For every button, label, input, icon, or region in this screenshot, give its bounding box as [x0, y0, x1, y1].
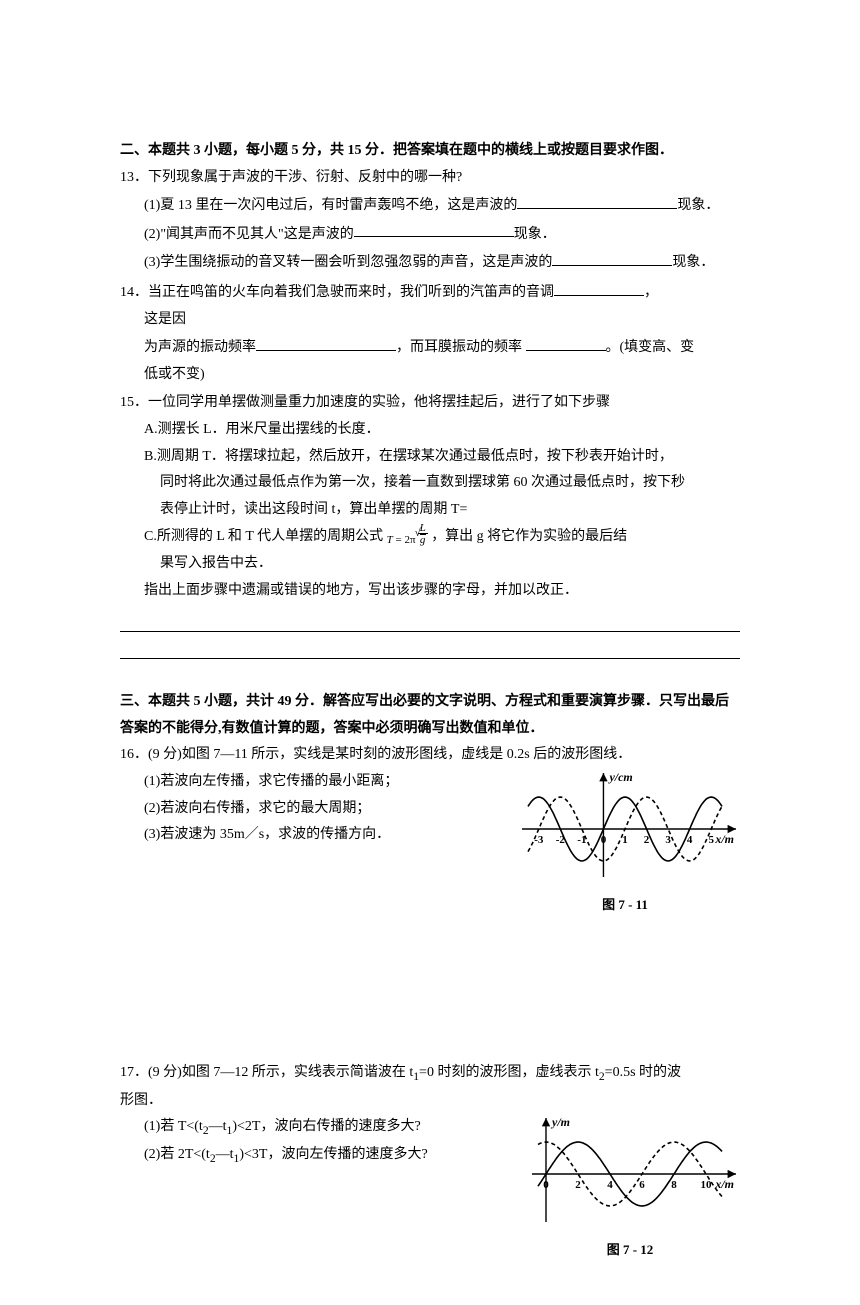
svg-text:y/m: y/m [550, 1115, 570, 1129]
question-14: 14．当正在鸣笛的火车向着我们急驶而来时，我们听到的汽笛声的音调 ， 这是因 为声… [120, 278, 740, 388]
q13-blank-3[interactable] [552, 248, 672, 266]
question-16: 16．(9 分)如图 7—11 所示，实线是某时刻的波形图线，虚线是 0.2s … [120, 742, 740, 917]
q17-stem-l2: 形图． [120, 1088, 740, 1115]
svg-text:10: 10 [701, 1179, 713, 1191]
q13-p1-a: (1)夏 13 里在一次闪电过后，有时雷声轰鸣不绝，这是声波的 [144, 198, 517, 213]
figure-7-11-caption: 图 7 - 11 [510, 893, 740, 918]
q13-p3: (3)学生围绕振动的音叉转一圈会听到忽强忽弱的声音，这是声波的 现象． [120, 248, 740, 276]
q15-optC1: C.所测得的 L 和 T 代人单摆的周期公式 T = 2πLg√ ，算出 g 将… [120, 523, 740, 551]
q16-stem: 16．(9 分)如图 7—11 所示，实线是某时刻的波形图线，虚线是 0.2s … [120, 742, 740, 769]
svg-text:1: 1 [622, 834, 628, 846]
q17-stem-a: 17．(9 分)如图 7—12 所示，实线表示简谐波在 t [120, 1065, 413, 1080]
q13-blank-2[interactable] [354, 220, 514, 238]
q14-blank-2[interactable] [256, 333, 396, 351]
q17-p2-a: (2)若 2T<(t [144, 1147, 210, 1162]
q13-p2-b: 现象． [514, 226, 556, 241]
page-container: 二、本题共 3 小题，每小题 5 分，共 15 分．把答案填在题中的横线上或按题… [0, 0, 860, 1305]
q15-optA: A.测摆长 L．用米尺量出摆线的长度． [120, 417, 740, 444]
svg-text:4: 4 [687, 834, 693, 846]
q16-p1: (1)若波向左传播，求它传播的最小距离； [120, 769, 510, 796]
q15-optB2: 同时将此次通过最低点作为第一次，接着一直数到摆球第 60 次通过最低点时，按下秒 [120, 470, 740, 497]
q17-stem-b: =0 时刻的波形图，虚线表示 t [419, 1065, 599, 1080]
svg-text:6: 6 [639, 1179, 645, 1191]
section-3-header: 三、本题共 5 小题，共计 49 分．解答应写出必要的文字说明、方程式和重要演算… [120, 689, 740, 742]
q17-p1-a: (1)若 T<(t [144, 1119, 203, 1134]
q15-stem: 15．一位同学用单摆做测量重力加速度的实验，他将摆挂起后，进行了如下步骤 [120, 390, 740, 417]
wave-chart-7-11: -3-2-1012345x/my/cm [510, 769, 740, 889]
q13-stem: 13．下列现象属于声波的干涉、衍射、反射中的哪一种? [120, 165, 740, 192]
q14-l1-b: ， [644, 285, 658, 300]
q15-closing: 指出上面步骤中遗漏或错误的地方，写出该步骤的字母，并加以改正． [120, 578, 740, 605]
svg-text:4: 4 [607, 1179, 613, 1191]
q14-l2: 这是因 [120, 307, 740, 334]
q15-answer-line-2[interactable] [120, 636, 740, 659]
q14-l3-a: 为声源的振动频率 [144, 340, 256, 355]
q16-p3: (3)若波速为 35m／s，求波的传播方向． [120, 822, 510, 849]
q15-formula: T = 2πLg√ [387, 523, 428, 551]
q15-answer-line-1[interactable] [120, 608, 740, 631]
svg-text:y/cm: y/cm [607, 770, 632, 784]
svg-text:2: 2 [575, 1179, 581, 1191]
svg-text:5: 5 [708, 834, 714, 846]
q17-p1-c: )<2T，波向右传播的速度多大? [232, 1119, 420, 1134]
q13-p1: (1)夏 13 里在一次闪电过后，有时雷声轰鸣不绝，这是声波的 现象． [120, 191, 740, 219]
svg-text:x/m: x/m [714, 832, 734, 846]
q13-p2-a: (2)"闻其声而不见其人"这是声波的 [144, 226, 354, 241]
svg-text:3: 3 [665, 834, 671, 846]
q14-l3-c: 。(填变高、变 [606, 340, 695, 355]
q13-p1-b: 现象． [677, 198, 719, 213]
q15-optC2: 果写入报告中去． [120, 551, 740, 578]
q17-p1: (1)若 T<(t2—t1)<2T，波向右传播的速度多大? [120, 1114, 520, 1142]
svg-text:x/m: x/m [714, 1177, 734, 1191]
q14-blank-3[interactable] [526, 333, 606, 351]
question-13: 13．下列现象属于声波的干涉、衍射、反射中的哪一种? (1)夏 13 里在一次闪… [120, 165, 740, 277]
q13-p3-b: 现象． [672, 255, 714, 270]
q14-l1-a: 14．当正在鸣笛的火车向着我们急驶而来时，我们听到的汽笛声的音调 [120, 285, 554, 300]
q17-p2-c: )<3T，波向左传播的速度多大? [239, 1147, 427, 1162]
q17-p1-b: —t [209, 1119, 227, 1134]
q17-p2-b: —t [216, 1147, 234, 1162]
q13-blank-1[interactable] [517, 191, 677, 209]
figure-7-12-caption: 图 7 - 12 [520, 1238, 740, 1263]
q15-optC1-a: C.所测得的 L 和 T 代人单摆的周期公式 [144, 529, 387, 544]
svg-text:0: 0 [601, 834, 607, 846]
q17-p2: (2)若 2T<(t2—t1)<3T，波向左传播的速度多大? [120, 1142, 520, 1170]
q15-optC1-b: ，算出 g 将它作为实验的最后结 [428, 529, 628, 544]
svg-text:0: 0 [543, 1179, 549, 1191]
question-15: 15．一位同学用单摆做测量重力加速度的实验，他将摆挂起后，进行了如下步骤 A.测… [120, 390, 740, 659]
figure-7-12: 0 2 4 6 8 10x/m y/m 图 7 - 12 [520, 1114, 740, 1263]
q16-p2: (2)若波向右传播，求它的最大周期； [120, 796, 510, 823]
q17-stem: 17．(9 分)如图 7—12 所示，实线表示简谐波在 t1=0 时刻的波形图，… [120, 1060, 740, 1088]
figure-7-11: -3-2-1012345x/my/cm 图 7 - 11 [510, 769, 740, 918]
q14-l3: 为声源的振动频率 ，而耳膜振动的频率 。(填变高、变 [120, 333, 740, 361]
q14-blank-1[interactable] [554, 278, 644, 296]
q15-optB3: 表停止计时，读出这段时间 t，算出单摆的周期 T= [120, 497, 740, 524]
q14-l1: 14．当正在鸣笛的火车向着我们急驶而来时，我们听到的汽笛声的音调 ， [120, 278, 740, 306]
q17-stem-c: =0.5s 时的波 [605, 1065, 681, 1080]
svg-text:8: 8 [671, 1179, 677, 1191]
q13-p3-a: (3)学生围绕振动的音叉转一圈会听到忽强忽弱的声音，这是声波的 [144, 255, 552, 270]
q15-optB1: B.测周期 T．将摆球拉起，然后放开，在摆球某次通过最低点时，按下秒表开始计时， [120, 444, 740, 471]
section-2-header: 二、本题共 3 小题，每小题 5 分，共 15 分．把答案填在题中的横线上或按题… [120, 138, 740, 165]
question-17: 17．(9 分)如图 7—12 所示，实线表示简谐波在 t1=0 时刻的波形图，… [120, 1060, 740, 1263]
wave-chart-7-12: 0 2 4 6 8 10x/m y/m [520, 1114, 740, 1234]
q13-p2: (2)"闻其声而不见其人"这是声波的 现象． [120, 220, 740, 248]
q14-l3-b: ，而耳膜振动的频率 [396, 340, 526, 355]
q14-l4: 低或不变) [120, 362, 740, 389]
